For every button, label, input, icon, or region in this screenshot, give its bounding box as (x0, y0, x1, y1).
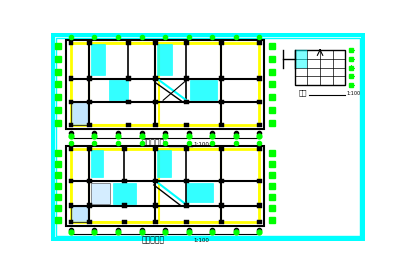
Bar (66, 147, 263, 226)
Bar (87, 99, 92, 104)
Bar (91, 150, 102, 177)
Bar (183, 40, 188, 45)
Bar (87, 147, 92, 151)
Bar (68, 147, 73, 151)
Bar (218, 220, 223, 224)
Bar (294, 50, 344, 85)
Bar (68, 76, 73, 81)
Bar (87, 76, 92, 81)
Bar (153, 76, 157, 81)
Bar (126, 122, 130, 127)
Text: 1:100: 1:100 (193, 142, 209, 147)
Bar (183, 122, 188, 127)
Bar (71, 181, 258, 206)
Bar (218, 122, 223, 127)
Bar (71, 43, 258, 125)
Bar (159, 43, 221, 125)
Bar (256, 122, 261, 127)
Bar (183, 99, 188, 104)
Bar (68, 179, 73, 183)
Bar (256, 220, 261, 224)
Bar (218, 99, 223, 104)
Bar (256, 204, 261, 208)
Bar (159, 149, 221, 222)
Bar (122, 204, 126, 208)
Bar (183, 179, 188, 183)
Bar (71, 102, 88, 125)
Bar (157, 150, 171, 177)
Bar (66, 40, 263, 129)
Bar (218, 179, 223, 183)
Bar (87, 179, 92, 183)
Bar (113, 183, 136, 204)
Bar (87, 122, 92, 127)
Bar (126, 99, 130, 104)
Text: 1:100: 1:100 (193, 238, 209, 243)
Bar (87, 220, 92, 224)
Bar (87, 204, 92, 208)
Bar (68, 204, 73, 208)
Bar (294, 50, 307, 67)
Bar (183, 76, 188, 81)
Bar (218, 76, 223, 81)
Bar (218, 147, 223, 151)
Text: 一层平面图: 一层平面图 (141, 235, 164, 244)
Bar (122, 220, 126, 224)
Bar (109, 80, 128, 99)
Bar (256, 40, 261, 45)
Bar (122, 147, 126, 151)
Bar (68, 40, 73, 45)
Bar (126, 40, 130, 45)
Bar (122, 179, 126, 183)
Bar (68, 122, 73, 127)
Bar (256, 99, 261, 104)
Text: 图三: 图三 (298, 90, 307, 96)
Bar (68, 99, 73, 104)
Bar (153, 147, 157, 151)
Bar (153, 122, 157, 127)
Bar (183, 220, 188, 224)
Bar (153, 99, 157, 104)
Bar (186, 183, 213, 202)
Bar (183, 147, 188, 151)
Bar (91, 44, 105, 75)
Bar (183, 204, 188, 208)
Bar (153, 179, 157, 183)
Bar (218, 204, 223, 208)
Bar (71, 149, 258, 222)
Bar (256, 179, 261, 183)
Bar (71, 206, 88, 222)
Bar (71, 79, 258, 102)
Bar (256, 76, 261, 81)
Bar (89, 149, 155, 222)
Bar (153, 204, 157, 208)
Bar (87, 40, 92, 45)
Bar (68, 220, 73, 224)
Bar (157, 44, 172, 75)
Text: 1:100: 1:100 (346, 91, 360, 96)
Bar (218, 40, 223, 45)
Bar (153, 220, 157, 224)
Bar (126, 76, 130, 81)
Bar (91, 183, 110, 204)
Text: 二层平面图: 二层平面图 (141, 139, 164, 148)
Bar (256, 147, 261, 151)
Bar (153, 40, 157, 45)
Bar (190, 80, 217, 99)
Bar (89, 43, 155, 125)
